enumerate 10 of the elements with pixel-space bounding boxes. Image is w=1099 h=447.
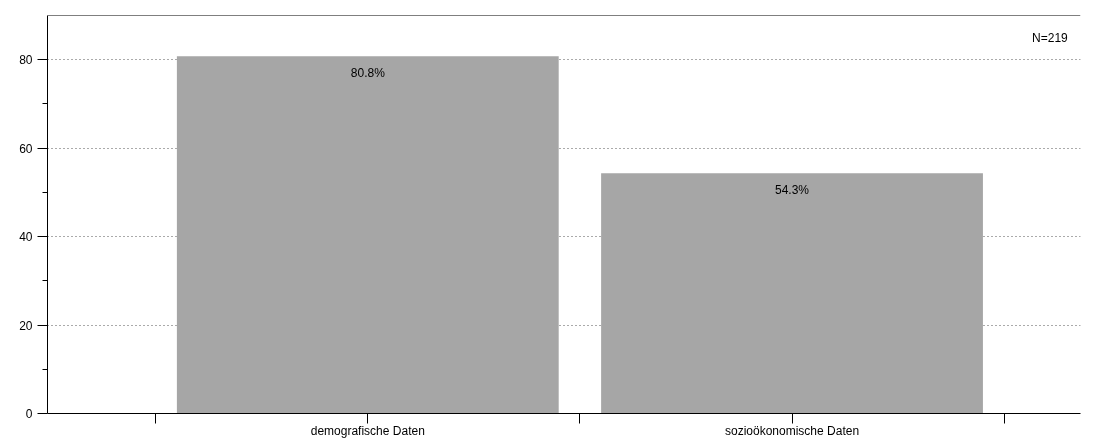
x-tick-label: sozioökonomische Daten xyxy=(724,423,860,438)
y-tick-label: 40 xyxy=(19,230,33,245)
y-tick-label: 60 xyxy=(19,141,33,156)
y-tick-label: 0 xyxy=(25,407,33,421)
x-tick-label: demografische Daten xyxy=(310,423,425,438)
annotation: N=219 xyxy=(1032,30,1069,45)
y-tick-label: 80 xyxy=(19,53,33,68)
y-tick-label: 20 xyxy=(19,318,33,333)
data-label: 80.8% xyxy=(350,66,386,81)
data-label: 54.3% xyxy=(775,183,810,198)
